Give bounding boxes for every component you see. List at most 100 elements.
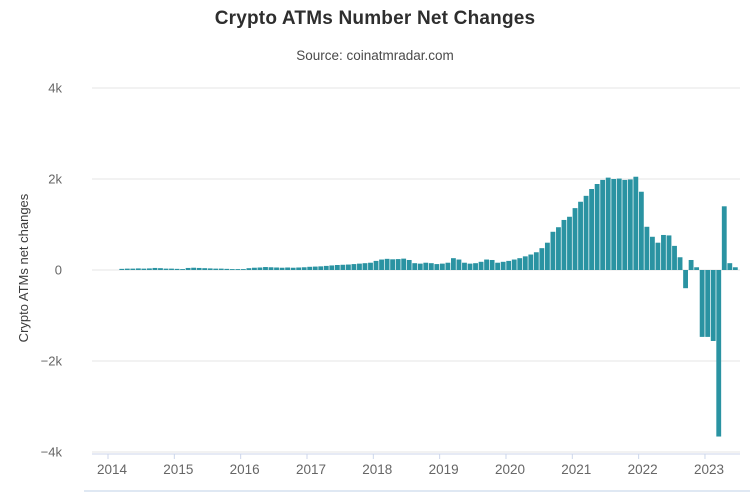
chart-bar[interactable] xyxy=(533,252,539,270)
chart-bar[interactable] xyxy=(373,260,379,270)
chart-bar[interactable] xyxy=(484,259,489,270)
chart-bar[interactable] xyxy=(683,270,688,289)
chart-bar[interactable] xyxy=(202,268,208,270)
chart-bar[interactable] xyxy=(213,268,219,270)
chart-bar[interactable] xyxy=(611,179,617,270)
chart-bar[interactable] xyxy=(240,269,246,270)
chart-bar[interactable] xyxy=(583,195,589,270)
chart-bar[interactable] xyxy=(174,268,180,270)
chart-bar[interactable] xyxy=(329,265,335,270)
chart-bar[interactable] xyxy=(705,270,711,337)
chart-bar[interactable] xyxy=(528,254,534,270)
chart-bar[interactable] xyxy=(218,268,224,270)
chart-bar[interactable] xyxy=(146,268,152,270)
chart-bar[interactable] xyxy=(185,267,191,270)
chart-bar[interactable] xyxy=(567,216,572,270)
chart-bar[interactable] xyxy=(318,266,324,270)
chart-bar[interactable] xyxy=(379,259,384,270)
chart-bar[interactable] xyxy=(334,265,340,270)
chart-bar[interactable] xyxy=(307,266,313,270)
chart-bar[interactable] xyxy=(489,259,495,270)
chart-bar[interactable] xyxy=(340,264,346,270)
chart-bar[interactable] xyxy=(644,226,650,271)
chart-bar[interactable] xyxy=(246,268,252,270)
chart-bar[interactable] xyxy=(395,259,401,270)
chart-bar[interactable] xyxy=(257,267,263,271)
chart-bar[interactable] xyxy=(539,248,545,270)
chart-bar[interactable] xyxy=(672,245,677,270)
chart-bar[interactable] xyxy=(141,268,147,270)
chart-bar[interactable] xyxy=(462,262,467,270)
chart-bar[interactable] xyxy=(135,268,141,270)
chart-bar[interactable] xyxy=(158,268,163,270)
chart-bar[interactable] xyxy=(694,267,700,270)
chart-bar[interactable] xyxy=(362,263,368,271)
chart-bar[interactable] xyxy=(290,267,296,270)
chart-bar[interactable] xyxy=(544,242,550,270)
chart-bar[interactable] xyxy=(473,263,478,271)
chart-bar[interactable] xyxy=(351,264,357,270)
chart-bar[interactable] xyxy=(406,259,412,270)
chart-bar[interactable] xyxy=(224,268,230,270)
chart-bar[interactable] xyxy=(500,261,506,270)
chart-bar[interactable] xyxy=(285,267,291,271)
chart-bar[interactable] xyxy=(511,259,517,270)
chart-bar[interactable] xyxy=(445,262,451,270)
chart-bar[interactable] xyxy=(478,261,484,270)
chart-bar[interactable] xyxy=(323,265,329,270)
chart-bar[interactable] xyxy=(229,269,235,270)
chart-bar[interactable] xyxy=(296,267,302,271)
chart-bar[interactable] xyxy=(605,177,611,270)
chart-bar[interactable] xyxy=(439,263,445,270)
chart-bar[interactable] xyxy=(589,189,595,270)
chart-bar[interactable] xyxy=(594,184,600,270)
chart-bar[interactable] xyxy=(235,269,241,270)
chart-bar[interactable] xyxy=(274,267,279,271)
chart-bar[interactable] xyxy=(495,262,501,270)
chart-bar[interactable] xyxy=(661,234,666,270)
chart-bar[interactable] xyxy=(169,268,174,270)
chart-bar[interactable] xyxy=(180,269,185,270)
chart-bar[interactable] xyxy=(677,257,683,270)
chart-bar[interactable] xyxy=(727,263,733,271)
chart-bar[interactable] xyxy=(721,206,727,270)
chart-bar[interactable] xyxy=(263,267,268,270)
chart-bar[interactable] xyxy=(633,176,639,270)
chart-bar[interactable] xyxy=(550,231,556,270)
chart-bar[interactable] xyxy=(649,236,655,270)
chart-bar[interactable] xyxy=(301,267,307,270)
chart-bar[interactable] xyxy=(124,268,130,270)
chart-bar[interactable] xyxy=(423,262,429,270)
chart-bar[interactable] xyxy=(572,208,578,270)
chart-bar[interactable] xyxy=(412,263,418,271)
chart-bar[interactable] xyxy=(666,235,672,270)
chart-bar[interactable] xyxy=(688,259,694,270)
chart-bar[interactable] xyxy=(163,268,169,270)
chart-bar[interactable] xyxy=(522,256,528,270)
chart-bar[interactable] xyxy=(732,267,738,270)
chart-bar[interactable] xyxy=(561,219,567,270)
chart-bar[interactable] xyxy=(119,268,125,270)
chart-bar[interactable] xyxy=(638,191,644,270)
chart-bar[interactable] xyxy=(357,263,362,270)
chart-bar[interactable] xyxy=(345,264,351,270)
chart-bar[interactable] xyxy=(655,242,661,270)
chart-bar[interactable] xyxy=(716,270,722,437)
chart-bar[interactable] xyxy=(401,258,407,271)
chart-bar[interactable] xyxy=(417,263,423,270)
chart-bar[interactable] xyxy=(268,267,274,270)
chart-bar[interactable] xyxy=(384,258,390,270)
chart-bar[interactable] xyxy=(390,259,396,270)
chart-bar[interactable] xyxy=(622,179,628,270)
chart-bar[interactable] xyxy=(428,263,434,271)
chart-bar[interactable] xyxy=(506,260,512,270)
chart-bar[interactable] xyxy=(130,268,136,270)
chart-bar[interactable] xyxy=(616,178,622,270)
chart-bar[interactable] xyxy=(252,267,257,270)
chart-bar[interactable] xyxy=(279,267,285,270)
chart-bar[interactable] xyxy=(451,258,456,270)
chart-bar[interactable] xyxy=(600,179,606,270)
chart-bar[interactable] xyxy=(312,266,318,270)
chart-bar[interactable] xyxy=(456,259,462,270)
chart-bar[interactable] xyxy=(556,227,561,270)
